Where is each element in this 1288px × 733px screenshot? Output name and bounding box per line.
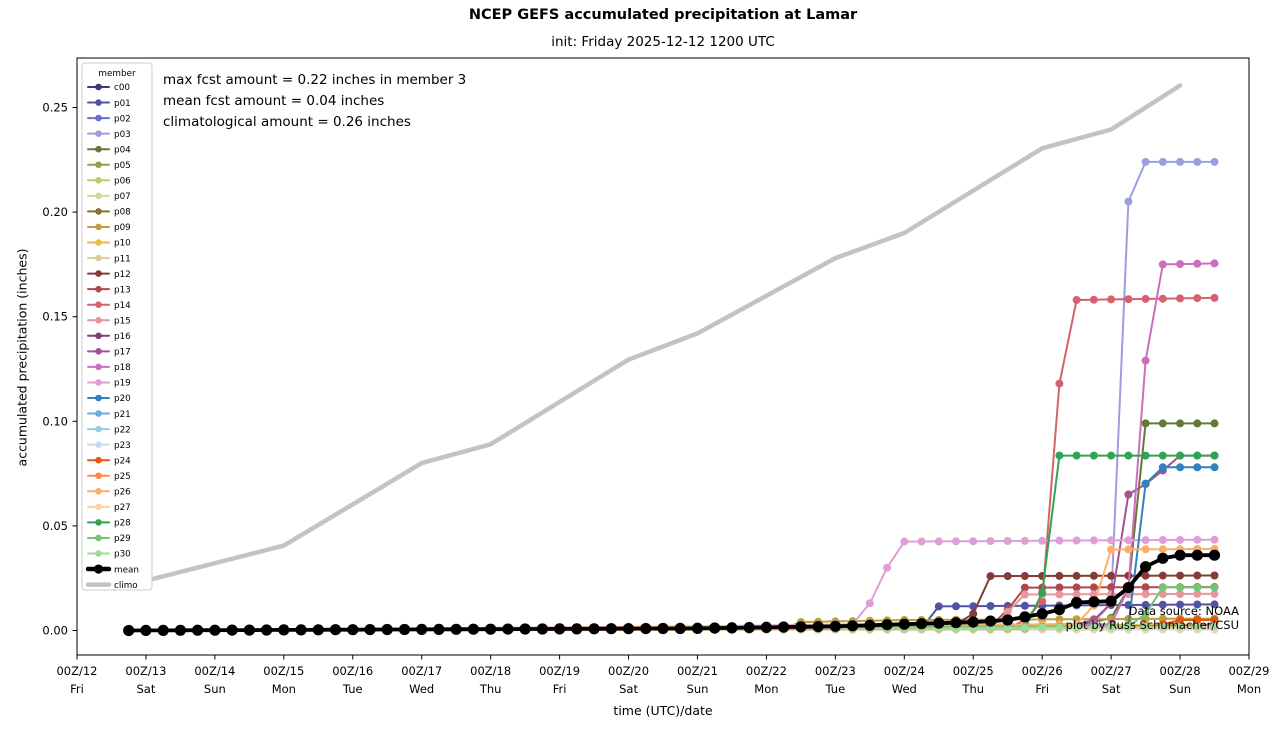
svg-text:00Z/15: 00Z/15 [263, 664, 304, 678]
chart-title: NCEP GEFS accumulated precipitation at L… [468, 7, 858, 23]
watermark: Data source: NOAA plot by Russ Schumache… [1066, 604, 1239, 632]
svg-text:00Z/28: 00Z/28 [1160, 664, 1201, 678]
svg-text:p28: p28 [114, 519, 131, 529]
svg-text:00Z/13: 00Z/13 [125, 664, 166, 678]
svg-text:p25: p25 [114, 472, 131, 482]
svg-text:0.10: 0.10 [42, 414, 68, 428]
svg-text:p07: p07 [114, 192, 131, 202]
svg-text:p22: p22 [114, 425, 131, 435]
svg-text:00Z/18: 00Z/18 [470, 664, 511, 678]
svg-text:p09: p09 [114, 223, 131, 233]
svg-text:p16: p16 [114, 332, 131, 342]
svg-text:Thu: Thu [961, 682, 984, 696]
svg-text:p26: p26 [114, 488, 131, 498]
svg-text:0.15: 0.15 [42, 310, 68, 324]
svg-text:p27: p27 [114, 503, 131, 513]
svg-text:p06: p06 [114, 177, 131, 187]
svg-text:mean: mean [114, 565, 139, 575]
y-axis-label: accumulated precipitation (inches) [14, 248, 30, 467]
svg-text:Fri: Fri [553, 682, 567, 696]
svg-text:Wed: Wed [409, 682, 434, 696]
svg-text:Sat: Sat [137, 682, 156, 696]
svg-text:p13: p13 [114, 285, 131, 295]
data-source-text: Data source: NOAA [1128, 604, 1239, 618]
svg-text:p05: p05 [114, 161, 131, 171]
svg-text:Mon: Mon [1237, 682, 1261, 696]
svg-text:p12: p12 [114, 270, 131, 280]
svg-text:00Z/12: 00Z/12 [56, 664, 97, 678]
svg-text:00Z/23: 00Z/23 [815, 664, 856, 678]
annotation-max-fcst: max fcst amount = 0.22 inches in member … [163, 72, 467, 88]
svg-text:Tue: Tue [342, 682, 363, 696]
svg-text:p15: p15 [114, 316, 131, 326]
svg-text:p14: p14 [114, 301, 131, 311]
svg-text:p30: p30 [114, 550, 131, 560]
annotation-mean-fcst: mean fcst amount = 0.04 inches [163, 93, 385, 109]
annotation-block: max fcst amount = 0.22 inches in member … [163, 70, 466, 133]
svg-text:climo: climo [114, 581, 138, 591]
x-axis-label: time (UTC)/date [613, 703, 713, 718]
svg-text:p21: p21 [114, 410, 131, 420]
svg-text:Fri: Fri [70, 682, 84, 696]
svg-text:00Z/22: 00Z/22 [746, 664, 787, 678]
svg-text:Thu: Thu [479, 682, 502, 696]
svg-text:Sun: Sun [1169, 682, 1191, 696]
svg-text:Sun: Sun [204, 682, 226, 696]
svg-text:0.05: 0.05 [42, 519, 68, 533]
svg-text:p10: p10 [114, 239, 131, 249]
svg-text:0.00: 0.00 [42, 624, 68, 638]
svg-text:00Z/27: 00Z/27 [1091, 664, 1132, 678]
svg-text:00Z/25: 00Z/25 [953, 664, 994, 678]
plot-credit-text: plot by Russ Schumacher/CSU [1065, 618, 1239, 632]
svg-text:p01: p01 [114, 99, 131, 109]
svg-text:Sat: Sat [619, 682, 638, 696]
svg-text:Sun: Sun [687, 682, 709, 696]
svg-text:Fri: Fri [1035, 682, 1049, 696]
svg-text:0.20: 0.20 [42, 205, 68, 219]
annotation-climo: climatological amount = 0.26 inches [163, 114, 411, 130]
svg-text:p02: p02 [114, 114, 131, 124]
svg-text:p03: p03 [114, 130, 131, 140]
svg-text:p20: p20 [114, 394, 131, 404]
chart-subtitle: init: Friday 2025-12-12 1200 UTC [551, 34, 775, 50]
svg-text:p29: p29 [114, 534, 131, 544]
svg-text:00Z/19: 00Z/19 [539, 664, 580, 678]
svg-text:Sat: Sat [1102, 682, 1121, 696]
svg-text:00Z/20: 00Z/20 [608, 664, 649, 678]
svg-text:p17: p17 [114, 348, 131, 358]
svg-text:00Z/29: 00Z/29 [1228, 664, 1269, 678]
svg-text:Mon: Mon [754, 682, 778, 696]
svg-text:p11: p11 [114, 254, 131, 264]
svg-text:00Z/17: 00Z/17 [401, 664, 442, 678]
svg-text:member: member [98, 69, 136, 79]
legend: member c00 p01 p02 p03 p04 p05 p06 p07 p08 p09 p10 p… [81, 62, 153, 591]
svg-text:00Z/26: 00Z/26 [1022, 664, 1063, 678]
svg-text:p08: p08 [114, 208, 131, 218]
svg-text:p23: p23 [114, 441, 131, 451]
svg-text:Mon: Mon [272, 682, 296, 696]
svg-text:p04: p04 [114, 145, 131, 155]
svg-text:p19: p19 [114, 379, 131, 389]
svg-text:p18: p18 [114, 363, 131, 373]
svg-text:Wed: Wed [892, 682, 917, 696]
svg-text:0.25: 0.25 [42, 101, 68, 115]
svg-text:p24: p24 [114, 456, 131, 466]
svg-text:00Z/14: 00Z/14 [194, 664, 235, 678]
svg-text:00Z/24: 00Z/24 [884, 664, 925, 678]
svg-text:Tue: Tue [825, 682, 846, 696]
svg-text:00Z/16: 00Z/16 [332, 664, 373, 678]
svg-text:c00: c00 [114, 83, 130, 93]
svg-text:00Z/21: 00Z/21 [677, 664, 718, 678]
